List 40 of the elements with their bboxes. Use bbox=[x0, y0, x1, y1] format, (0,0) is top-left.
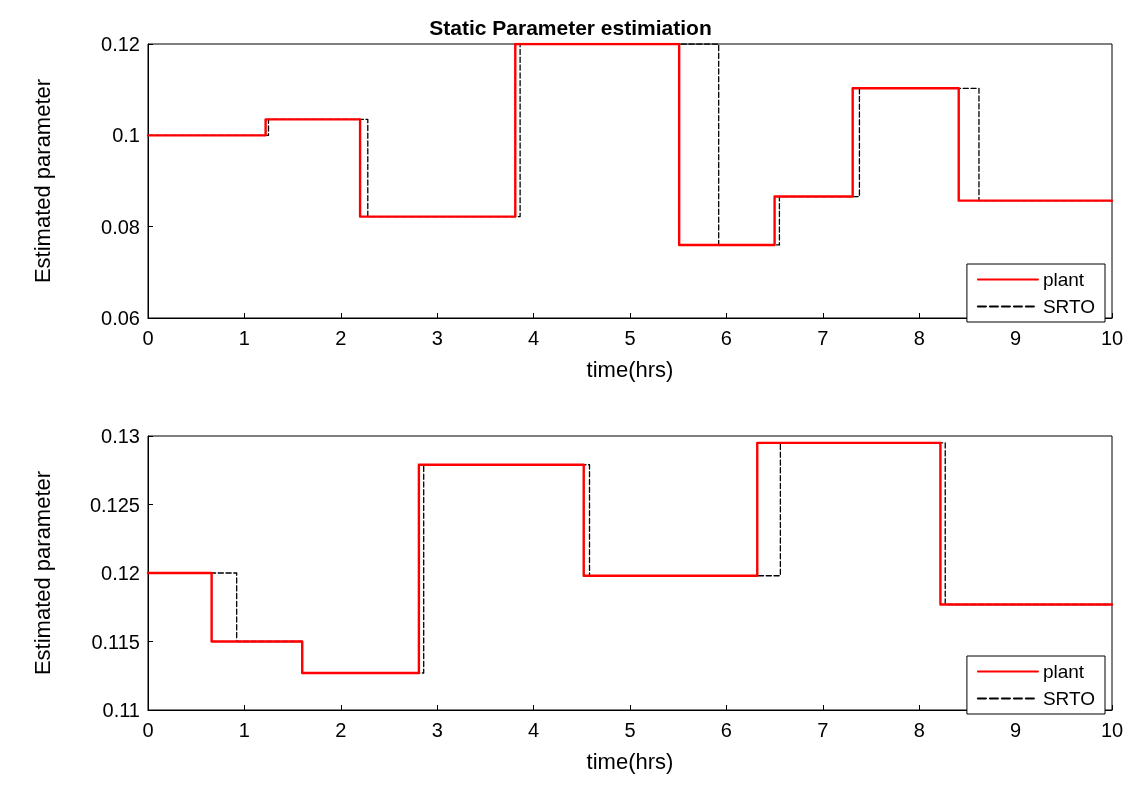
legend-label: SRTO bbox=[1042, 688, 1095, 709]
y-tick-label: 0.115 bbox=[91, 630, 140, 653]
x-tick-label: 9 bbox=[1010, 719, 1022, 741]
x-axis-title: time(hrs) bbox=[586, 748, 674, 774]
x-tick-label: 0 bbox=[142, 719, 154, 741]
x-tick-label: 7 bbox=[817, 327, 829, 349]
y-tick-label: 0.1 bbox=[112, 124, 140, 147]
x-axis-title: time(hrs) bbox=[586, 356, 674, 382]
legend-label: plant bbox=[1042, 661, 1085, 682]
y-tick-label: 0.08 bbox=[101, 215, 140, 238]
x-tick-label: 0 bbox=[142, 327, 154, 349]
y-tick-label: 0.13 bbox=[101, 425, 140, 447]
y-tick-label: 0.125 bbox=[89, 493, 140, 516]
x-tick-label: 10 bbox=[1100, 327, 1124, 349]
x-tick-label: 7 bbox=[817, 719, 829, 741]
x-tick-label: 2 bbox=[335, 719, 347, 741]
x-tick-label: 8 bbox=[913, 327, 925, 349]
x-tick-label: 3 bbox=[431, 327, 443, 349]
y-axis-title: Estimated parameter bbox=[29, 470, 55, 676]
x-tick-label: 4 bbox=[528, 719, 540, 741]
y-tick-label: 0.12 bbox=[101, 33, 140, 55]
x-tick-label: 5 bbox=[624, 327, 636, 349]
x-tick-label: 6 bbox=[720, 719, 732, 741]
x-tick-label: 6 bbox=[720, 327, 732, 349]
y-tick-label: 0.06 bbox=[101, 307, 140, 329]
legend-label: SRTO bbox=[1042, 296, 1095, 317]
x-tick-label: 1 bbox=[238, 327, 250, 349]
x-tick-label: 10 bbox=[1100, 719, 1124, 741]
y-tick-label: 0.11 bbox=[102, 699, 140, 721]
x-tick-label: 5 bbox=[624, 719, 636, 741]
legend-label: plant bbox=[1042, 269, 1085, 290]
x-tick-label: 1 bbox=[238, 719, 250, 741]
y-axis-title: Estimated parameter bbox=[29, 78, 55, 284]
x-tick-label: 8 bbox=[913, 719, 925, 741]
x-tick-label: 9 bbox=[1010, 327, 1022, 349]
x-tick-label: 3 bbox=[431, 719, 443, 741]
x-tick-label: 4 bbox=[528, 327, 540, 349]
x-tick-label: 2 bbox=[335, 327, 347, 349]
chart-title: Static Parameter estimiation bbox=[429, 16, 712, 39]
y-tick-label: 0.12 bbox=[101, 562, 140, 584]
